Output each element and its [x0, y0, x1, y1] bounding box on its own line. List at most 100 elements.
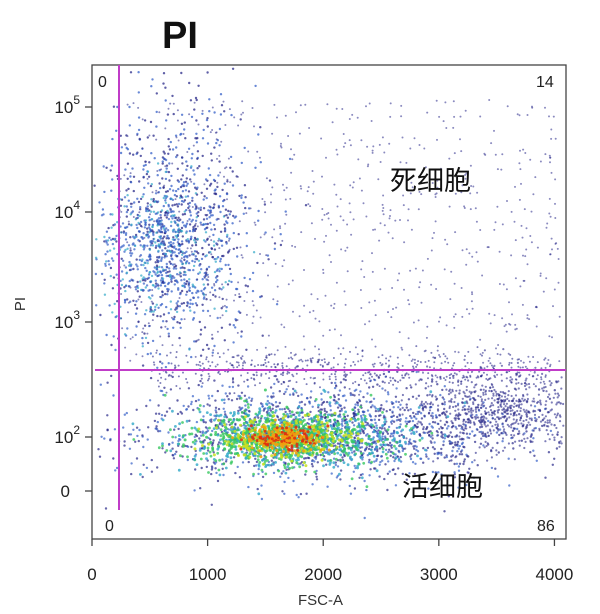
event-dot: [209, 314, 212, 317]
event-dot: [392, 420, 396, 423]
event-dot: [515, 372, 519, 376]
event-dot: [176, 273, 179, 276]
event-dot: [323, 240, 326, 243]
event-dot: [480, 423, 483, 426]
event-dot: [444, 238, 447, 241]
event-dot: [208, 419, 212, 422]
event-dot: [167, 137, 170, 141]
event-dot: [143, 313, 147, 316]
event-dot: [134, 333, 137, 337]
event-dot: [141, 195, 144, 198]
event-dot: [440, 453, 443, 456]
event-dot: [131, 422, 135, 426]
event-dot: [431, 237, 434, 240]
event-dot: [167, 362, 170, 365]
event-dot: [548, 154, 551, 157]
event-dot: [214, 188, 217, 191]
event-dot: [404, 440, 407, 444]
event-dot: [193, 454, 197, 458]
event-dot: [218, 127, 222, 131]
event-dot: [189, 247, 192, 250]
event-dot: [111, 287, 115, 290]
event-dot: [222, 418, 226, 422]
event-dot: [335, 193, 338, 196]
event-dot: [166, 290, 169, 293]
event-dot: [225, 306, 228, 309]
event-dot: [150, 218, 154, 221]
event-dot: [182, 181, 186, 184]
event-dot: [460, 438, 463, 441]
event-dot: [518, 430, 521, 433]
event-dot: [121, 259, 125, 262]
event-dot: [122, 426, 125, 429]
event-dot: [157, 191, 159, 194]
event-dot: [314, 457, 318, 460]
event-dot: [129, 359, 132, 362]
event-dot: [268, 353, 271, 356]
event-dot: [188, 113, 191, 116]
event-dot: [161, 320, 165, 323]
event-dot: [399, 161, 402, 164]
event-dot: [198, 320, 201, 324]
event-dot: [379, 222, 382, 225]
event-dot: [232, 456, 236, 459]
event-dot: [340, 248, 343, 251]
event-dot: [244, 284, 247, 287]
event-dot: [533, 400, 536, 403]
event-dot: [547, 433, 550, 436]
event-dot: [391, 438, 395, 442]
event-dot: [395, 426, 399, 430]
event-dot: [504, 405, 507, 408]
event-dot: [128, 279, 131, 283]
event-dot: [176, 154, 179, 157]
event-dot: [142, 193, 145, 196]
event-dot: [450, 455, 453, 458]
event-dot: [397, 400, 400, 404]
event-dot: [167, 217, 171, 221]
event-dot: [425, 406, 428, 409]
event-dot: [134, 286, 137, 289]
event-dot: [468, 252, 471, 255]
event-dot: [342, 145, 345, 148]
event-dot: [221, 297, 224, 301]
event-dot: [412, 445, 415, 448]
event-dot: [129, 181, 133, 184]
event-dot: [405, 422, 409, 426]
event-dot: [430, 401, 433, 404]
event-dot: [181, 455, 184, 458]
event-dot: [119, 246, 123, 249]
event-dot: [220, 140, 223, 143]
event-dot: [510, 394, 513, 398]
event-dot: [531, 400, 534, 403]
event-dot: [496, 205, 499, 208]
event-dot: [203, 326, 207, 329]
event-dot: [500, 395, 503, 398]
event-dot: [164, 271, 168, 275]
event-dot: [465, 248, 468, 251]
event-dot: [158, 265, 161, 269]
event-dot: [494, 423, 497, 426]
event-dot: [216, 181, 219, 184]
event-dot: [529, 158, 532, 161]
event-dot: [391, 451, 395, 455]
event-dot: [126, 162, 130, 165]
event-dot: [342, 347, 345, 350]
event-dot: [227, 348, 230, 351]
event-dot: [513, 402, 516, 405]
event-dot: [176, 442, 180, 446]
event-dot: [349, 184, 352, 187]
event-dot: [517, 400, 520, 403]
event-dot: [160, 209, 164, 212]
event-dot: [201, 278, 204, 281]
event-dot: [401, 447, 404, 450]
event-dot: [165, 265, 168, 268]
event-dot: [533, 405, 537, 408]
event-dot: [440, 473, 443, 476]
event-dot: [464, 174, 467, 176]
event-dot: [400, 346, 403, 349]
event-dot: [381, 209, 384, 212]
event-dot: [285, 388, 288, 391]
event-dot: [423, 147, 426, 150]
event-dot: [260, 468, 264, 472]
event-dot: [228, 392, 231, 395]
